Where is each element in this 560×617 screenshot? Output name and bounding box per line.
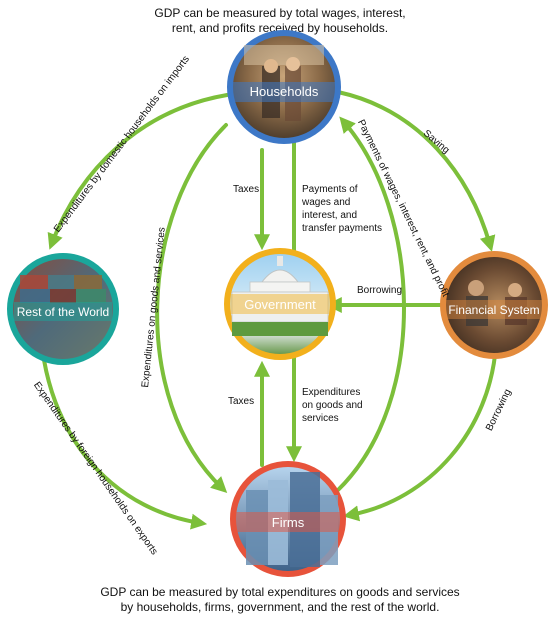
arrow-saving	[336, 90, 496, 252]
label-expenditures-gov-line1: Expenditures	[302, 387, 361, 398]
rest-of-world-label: Rest of the World	[17, 305, 109, 319]
arrow-household-expenditures	[155, 123, 228, 493]
bottom-caption-line1: GDP can be measured by total expenditure…	[100, 585, 460, 599]
government-label: Government	[244, 297, 316, 312]
label-expenditures-gov-line3: services	[302, 413, 339, 424]
rest-of-world-node: Rest of the World	[7, 253, 119, 365]
financial-system-node: Financial System	[440, 251, 548, 359]
label-payments-line4: transfer payments	[302, 223, 383, 234]
bottom-caption-line2: by households, firms, government, and th…	[120, 600, 440, 614]
arrow-imports	[47, 93, 229, 250]
top-caption: GDP can be measured by total wages, inte…	[130, 6, 430, 36]
firms-label: Firms	[272, 515, 305, 530]
households-label: Households	[250, 84, 319, 99]
arrow-payments-firms	[336, 116, 406, 492]
households-node: Households	[227, 30, 341, 144]
label-payments-line3: interest, and	[302, 210, 358, 221]
top-caption-line1: GDP can be measured by total wages, inte…	[154, 6, 406, 20]
bottom-caption: GDP can be measured by total expenditure…	[70, 585, 490, 615]
label-taxes-households: Taxes	[233, 184, 260, 195]
label-payments-line2: wages and	[302, 197, 351, 208]
label-expenditures-gov-line2: on goods and	[302, 400, 363, 411]
arrow-exports	[42, 358, 208, 530]
government-node: Government	[224, 248, 336, 360]
financial-system-label: Financial System	[448, 303, 539, 317]
top-caption-line2: rent, and profits received by households…	[171, 21, 389, 35]
arrow-borrowing-firms	[342, 343, 498, 522]
label-payments-line1: Payments of	[302, 184, 358, 195]
firms-node: Firms	[230, 461, 346, 577]
label-taxes-firms: Taxes	[228, 396, 255, 407]
label-borrowing-government: Borrowing	[357, 285, 403, 296]
